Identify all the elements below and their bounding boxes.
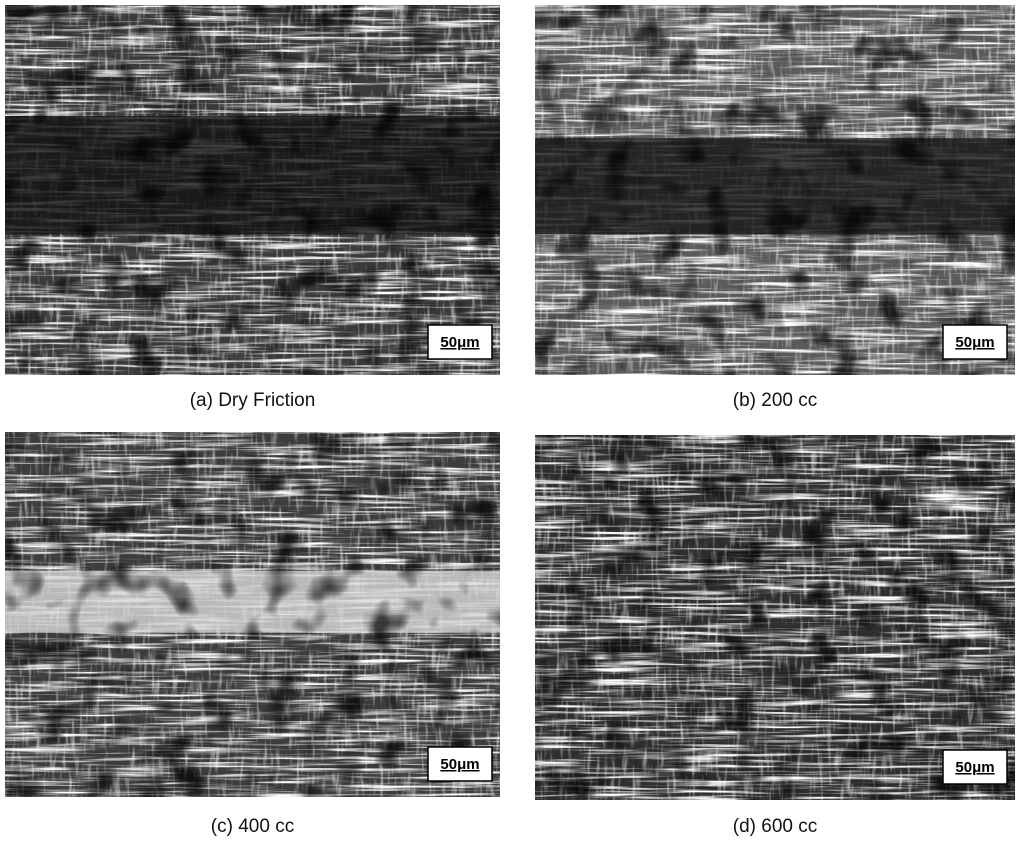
- micrograph: 50μm: [535, 5, 1015, 375]
- panel-caption: (a) Dry Friction: [190, 390, 316, 411]
- texture-blobs: [5, 432, 500, 797]
- panel-caption: (c) 400 cc: [211, 816, 294, 837]
- micrograph-panel: 50μm (d) 600 cc: [535, 435, 1015, 837]
- micrograph-panel: 50μm (a) Dry Friction: [5, 5, 500, 411]
- scale-label: 50μm: [440, 334, 479, 351]
- micrograph: 50μm: [5, 5, 500, 375]
- micrograph-panel: 50μm (b) 200 cc: [535, 5, 1015, 411]
- scale-label: 50μm: [955, 759, 994, 776]
- micrograph: 50μm: [535, 435, 1015, 800]
- texture-blobs: [535, 435, 1015, 800]
- panel-caption: (b) 200 cc: [733, 390, 817, 411]
- micrograph: 50μm: [5, 432, 500, 797]
- scale-label: 50μm: [440, 756, 479, 773]
- scale-label: 50μm: [955, 334, 994, 351]
- micrograph-panel: 50μm (c) 400 cc: [5, 432, 500, 837]
- figure: 50μm (a) Dry Friction 50μm (b) 200 cc 50μm (c…: [0, 0, 1019, 841]
- texture-blobs: [5, 5, 500, 375]
- panel-caption: (d) 600 cc: [733, 816, 817, 837]
- page: 50μm (a) Dry Friction 50μm (b) 200 cc 50μm (c…: [0, 0, 1019, 841]
- texture-blobs: [535, 5, 1015, 375]
